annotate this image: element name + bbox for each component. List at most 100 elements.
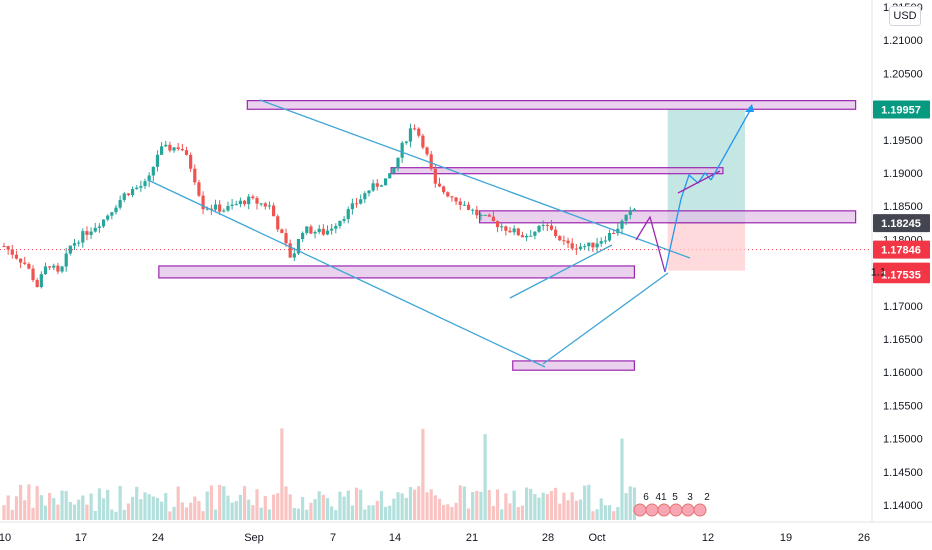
currency-label[interactable]: USD (889, 6, 921, 26)
candle-body (537, 225, 541, 232)
volume-bar (392, 498, 396, 520)
volume-bar (354, 487, 359, 520)
volume-bar (180, 502, 184, 520)
candle-body (43, 266, 48, 275)
candle-body (151, 166, 155, 176)
x-tick-label: 7 (330, 532, 336, 544)
candle-body (466, 204, 471, 210)
volume-bar (172, 506, 176, 520)
volume-bar (607, 505, 612, 520)
candle-body (400, 142, 404, 158)
candle-body (72, 243, 77, 246)
event-marker-icon (693, 503, 707, 517)
volume-bar (363, 509, 367, 520)
volume-bar (628, 486, 632, 520)
candle-body (143, 181, 147, 187)
candle-body (23, 262, 27, 264)
volume-bar (259, 507, 263, 520)
volume-bar (574, 500, 578, 520)
candle-body (267, 205, 272, 207)
volume-bar (624, 493, 628, 520)
volume-bar (379, 491, 384, 520)
candle-body (607, 233, 612, 241)
y-tick-label: 1.15000 (883, 434, 923, 446)
rising-support-line (542, 272, 669, 365)
volume-bar (255, 489, 259, 520)
volume-bar (338, 491, 342, 520)
volume-bar (23, 500, 27, 520)
trend-drawings: 6 41 5 3 2 (147, 99, 754, 517)
currency-text: USD (893, 10, 917, 22)
candle-body (222, 210, 226, 212)
candle-body (379, 185, 384, 187)
y-tick-label: 1.16000 (883, 367, 923, 379)
volume-bar (603, 505, 607, 520)
candle-body (516, 228, 520, 236)
candle-body (280, 229, 284, 234)
volume-bar (458, 485, 462, 520)
volume-bar (292, 507, 296, 520)
candle-body (346, 209, 350, 220)
volume-bar (487, 489, 491, 520)
volume-bar (491, 506, 496, 520)
volume-bar (334, 510, 338, 520)
candle-body (209, 208, 213, 210)
volume-bar (251, 505, 255, 520)
volume-bar (433, 495, 437, 520)
volume-bar (317, 491, 321, 520)
candle-body (147, 175, 151, 182)
y-tick-label: 1.14500 (883, 467, 923, 479)
candle-body (396, 157, 400, 168)
volume-bar (578, 499, 583, 520)
candle-body (10, 249, 14, 255)
candle-body (255, 198, 259, 204)
candle-body (512, 228, 516, 233)
event-marker-label: 6 (643, 492, 649, 503)
candle-body (388, 173, 392, 179)
volume-bar (508, 503, 512, 520)
candle-body (375, 183, 379, 187)
volume-bar (77, 499, 81, 520)
candle-body (495, 221, 500, 228)
volume-bar (450, 507, 454, 520)
candle-body (354, 203, 359, 205)
volume-bar (35, 486, 39, 520)
level-price-label-text: 1.18245 (881, 218, 921, 230)
volume-bar (288, 494, 292, 520)
stop-area (667, 222, 746, 271)
volume-bar (500, 509, 504, 520)
candle-body (591, 242, 595, 248)
volume-bar (139, 499, 143, 520)
volume-bar (110, 509, 114, 520)
volume-bar (454, 502, 458, 520)
candle-body (238, 200, 243, 205)
candle-body (160, 146, 164, 155)
volume-bar (242, 486, 247, 520)
candle-body (305, 226, 309, 233)
volume-bar (446, 504, 450, 520)
candle-body (14, 254, 19, 259)
candle-body (64, 253, 68, 267)
candle-body (595, 243, 599, 248)
candle-body (230, 204, 234, 206)
candle-body (6, 246, 10, 250)
volume-bar (301, 497, 305, 520)
y-tick-label: 1.19500 (883, 135, 923, 147)
candle-body (429, 154, 433, 169)
volume-bar (176, 486, 180, 520)
volume-bar (93, 510, 97, 520)
x-tick-label: 10 (0, 532, 11, 544)
candle-body (475, 209, 479, 216)
candle-body (599, 241, 603, 244)
volume-bar (218, 484, 222, 520)
volume-bar (276, 493, 280, 520)
candle-body (139, 186, 143, 188)
candle-body (168, 144, 172, 151)
volume-bar (570, 492, 574, 520)
candle-body (491, 216, 496, 222)
candle-body (454, 197, 458, 202)
volume-bar (52, 498, 56, 520)
